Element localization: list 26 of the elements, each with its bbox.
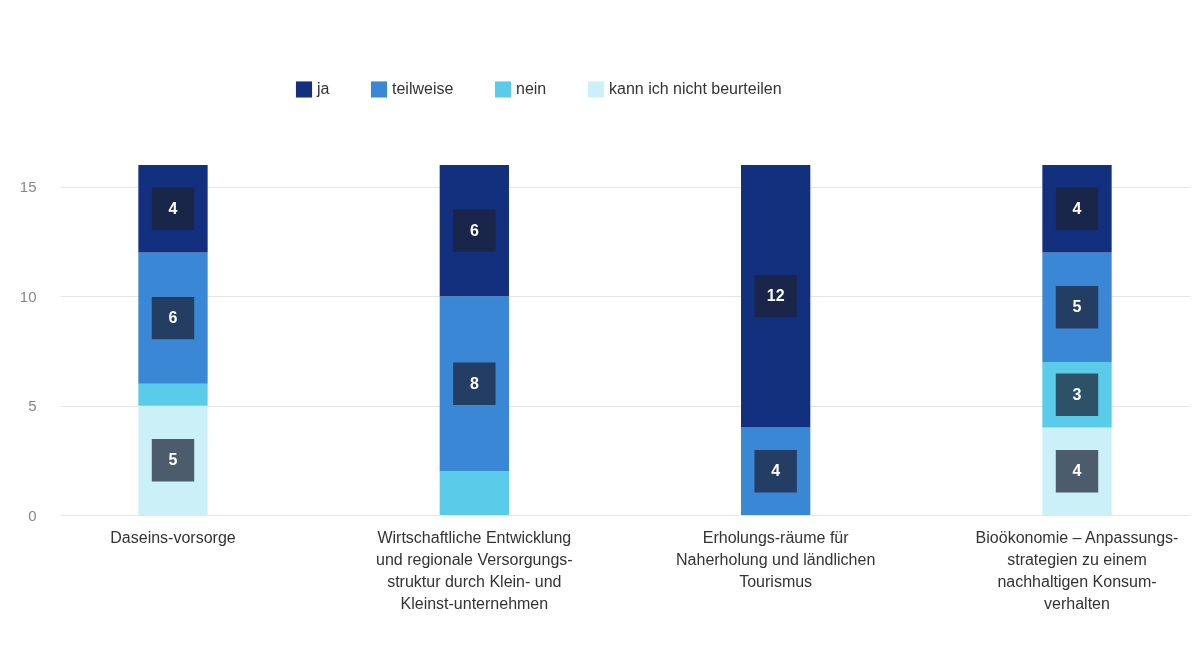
bar	[138, 383, 208, 406]
data-label: 4	[771, 462, 781, 480]
data-label: 12	[766, 287, 785, 305]
y-tick-label: 0	[28, 506, 37, 524]
data-label: 4	[1072, 199, 1082, 217]
data-label: 4	[168, 199, 178, 217]
legend-label: teilweise	[392, 80, 454, 98]
legend-label: kann ich nicht beurteilen	[609, 80, 782, 98]
x-tick-label: Bioökonomie – Anpassungs-strategien zu einem nachhaltigen Konsum-verhalten	[975, 528, 1179, 612]
data-label: 6	[469, 221, 479, 239]
data-label: 3	[1072, 385, 1082, 403]
data-label: 8	[469, 374, 479, 392]
data-label: 6	[168, 309, 178, 327]
bar	[741, 165, 811, 428]
data-label: 5	[168, 451, 178, 469]
legend-label: ja	[316, 80, 330, 98]
data-label: 4	[1072, 462, 1082, 480]
y-tick-label: 10	[19, 287, 37, 305]
data-label: 5	[1072, 298, 1082, 316]
legend-label: nein	[516, 80, 547, 98]
x-tick-label: Daseins-vorsorge	[110, 528, 236, 546]
x-tick-label: Wirtschaftliche Entwicklung und regionale Versorgungs-struktur durch Klein- und Kleinst-unternehmen	[376, 528, 573, 612]
x-tick-label: Erholungs-räume für Naherholung und ländlichen Tourismus	[676, 528, 876, 590]
y-tick-label: 5	[28, 397, 37, 415]
y-tick-label: 15	[19, 178, 37, 196]
bar	[439, 471, 509, 515]
